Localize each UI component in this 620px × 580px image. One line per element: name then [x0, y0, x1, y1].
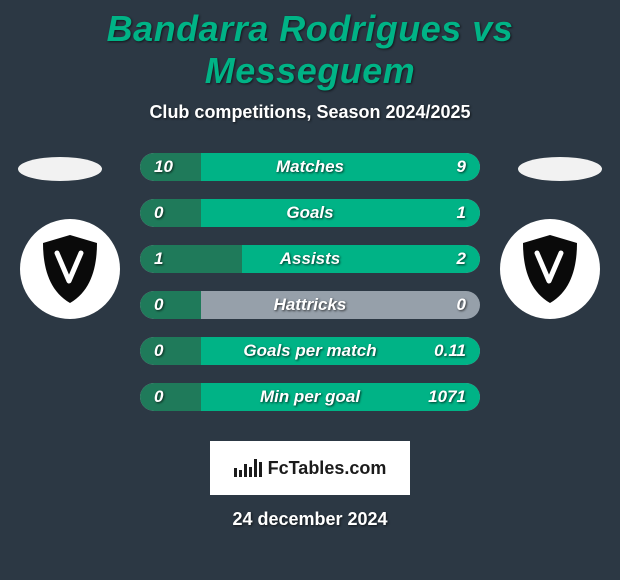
brand-text: FcTables.com: [268, 458, 387, 479]
player-left-name: Bandarra Rodrigues: [107, 8, 462, 49]
stat-value-left: 0: [154, 341, 163, 361]
stat-row: 10 Matches 9: [140, 153, 480, 181]
stat-label: Goals per match: [243, 341, 376, 361]
brand-box: FcTables.com: [210, 441, 410, 495]
stat-value-right: 1071: [428, 387, 466, 407]
stat-row: 0 Hattricks 0: [140, 291, 480, 319]
stat-fill-left: [140, 337, 201, 365]
player-right-name: Messeguem: [205, 50, 416, 91]
stat-row: 0 Min per goal 1071: [140, 383, 480, 411]
stat-label: Hattricks: [274, 295, 347, 315]
shield-icon: [39, 233, 101, 305]
club-badge-left: [20, 219, 120, 319]
stat-row: 0 Goals 1: [140, 199, 480, 227]
stat-value-left: 0: [154, 203, 163, 223]
stat-label: Goals: [286, 203, 333, 223]
stat-value-left: 0: [154, 387, 163, 407]
stat-fill-right: [242, 245, 480, 273]
nation-ellipse-right: [518, 157, 602, 181]
stat-fill-left: [140, 291, 201, 319]
stat-value-left: 10: [154, 157, 173, 177]
nation-ellipse-left: [18, 157, 102, 181]
stat-label: Assists: [280, 249, 340, 269]
stat-label: Min per goal: [260, 387, 360, 407]
stat-value-right: 0: [457, 295, 466, 315]
bar-chart-icon: [234, 459, 262, 477]
stat-value-right: 9: [457, 157, 466, 177]
date-footer: 24 december 2024: [232, 509, 387, 530]
stat-value-right: 2: [457, 249, 466, 269]
stat-value-left: 1: [154, 249, 163, 269]
stat-fill-left: [140, 199, 201, 227]
stat-row: 0 Goals per match 0.11: [140, 337, 480, 365]
title-vs: vs: [472, 8, 513, 49]
stat-fill-right: [201, 199, 480, 227]
stat-value-right: 1: [457, 203, 466, 223]
stat-rows: 10 Matches 9 0 Goals 1 1 Assists 2 0 Hattricks 0 0 Go…: [140, 153, 480, 429]
club-badge-right: [500, 219, 600, 319]
page-title: Bandarra Rodrigues vs Messeguem: [0, 0, 620, 92]
stat-row: 1 Assists 2: [140, 245, 480, 273]
stat-fill-left: [140, 383, 201, 411]
comparison-card: Bandarra Rodrigues vs Messeguem Club com…: [0, 0, 620, 580]
stat-value-right: 0.11: [434, 341, 466, 361]
subtitle: Club competitions, Season 2024/2025: [0, 102, 620, 123]
shield-icon: [519, 233, 581, 305]
stat-label: Matches: [276, 157, 344, 177]
stat-value-left: 0: [154, 295, 163, 315]
